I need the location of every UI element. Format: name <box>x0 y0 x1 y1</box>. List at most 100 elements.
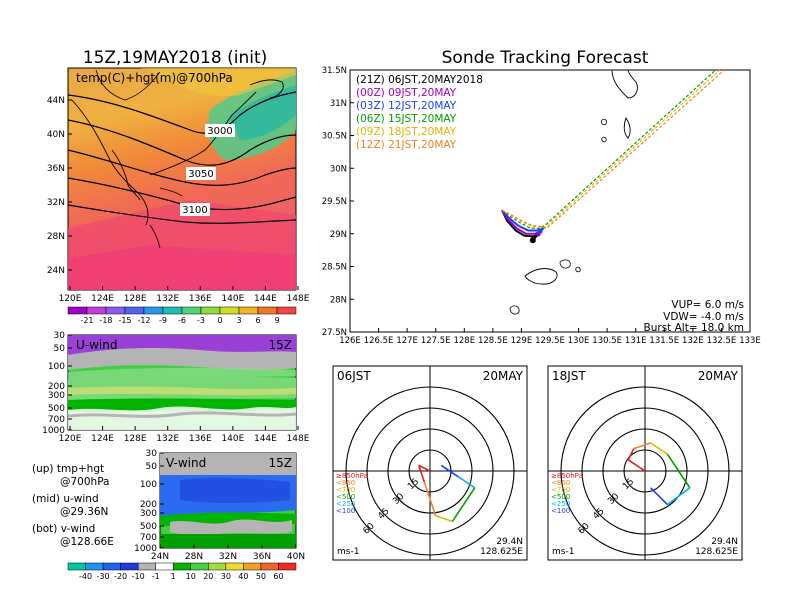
tracking-legend: (21Z) 06JST,20MAY2018 (00Z) 09JST,20MAY … <box>356 74 483 151</box>
x-tick-label: 136E <box>189 294 212 304</box>
x-tick-label: 128E <box>124 294 147 304</box>
note-line: @700hPa <box>60 476 110 488</box>
hodograph-segment <box>627 448 635 461</box>
colorbar-cell <box>67 306 88 315</box>
note-line: (up) tmp+hgt <box>32 463 104 475</box>
colorbar-cell <box>137 562 156 571</box>
polar-unit: ms-1 <box>337 547 359 557</box>
colorbar-label: -40 <box>79 572 92 581</box>
y-tick-label: 36N <box>47 164 65 174</box>
colorbar-cell <box>208 562 227 571</box>
colorbar-label: 3 <box>236 316 241 325</box>
temp-axis-ticks: 120E 124E 128E 132E 136E 140E 144E 148E 44N 40N 36… <box>47 96 310 304</box>
y-tick-label: 30N <box>330 164 347 174</box>
y-tick-label: 1000 <box>134 544 157 554</box>
y-tick-label: 31N <box>330 99 347 109</box>
x-tick-label: 136E <box>189 434 212 444</box>
x-tick-label: 132E <box>156 294 179 304</box>
note-line: (mid) u-wind <box>32 493 99 505</box>
x-tick-label: 128E <box>124 434 147 444</box>
colorbar-label: 60 <box>273 572 283 581</box>
x-tick-label: 131E <box>625 336 647 346</box>
colorbar-cell <box>85 562 104 571</box>
x-tick-label: 132.5E <box>707 336 737 346</box>
colorbar-cell <box>143 306 164 315</box>
launch-point <box>529 237 536 244</box>
x-tick-label: 28N <box>185 552 203 562</box>
y-tick-label: 29.5N <box>322 197 347 207</box>
x-tick-label: 24N <box>151 552 169 562</box>
y-tick-label: 30 <box>54 331 66 341</box>
colorbar-cell <box>238 306 259 315</box>
colorbar-cell <box>225 562 244 571</box>
x-tick-label: 132E <box>682 336 704 346</box>
hodograph-segment <box>650 487 668 506</box>
polar-lon: 128.625E <box>695 547 738 557</box>
track-endpoint <box>538 229 543 234</box>
colorbar-label: 50 <box>256 572 266 581</box>
x-tick-label: 120E <box>59 434 82 444</box>
y-tick-label: 30.5N <box>322 132 347 142</box>
x-tick-label: 148E <box>287 294 310 304</box>
level-legend: <250 <box>551 500 570 508</box>
y-tick-label: 300 <box>48 391 65 401</box>
y-tick-label: 28.5N <box>322 263 347 273</box>
tracking-map-panel <box>349 69 751 333</box>
x-tick-label: 148E <box>287 434 310 444</box>
colorbar-label: 20 <box>203 572 213 581</box>
polar-lat: 29.4N <box>711 537 738 547</box>
colorbar-cell <box>102 562 121 571</box>
left-title: 15Z,19MAY2018 (init) <box>83 48 268 68</box>
polar-time: 06JST <box>337 369 371 383</box>
colorbar-label: 6 <box>255 316 260 325</box>
hodograph-segment <box>451 504 465 522</box>
x-tick-label: 126.5E <box>364 336 394 346</box>
y-tick-label: 200 <box>140 500 157 510</box>
y-tick-label: 100 <box>48 362 65 372</box>
y-tick-label: 1000 <box>42 426 65 436</box>
x-tick-label: 140E <box>221 434 244 444</box>
x-tick-label: 124E <box>91 434 114 444</box>
tracking-params: VUP= 6.0 m/s VDW= -4.0 m/s Burst Alt= 18… <box>644 299 744 334</box>
colorbar-label: -20 <box>114 572 127 581</box>
note-line: @128.66E <box>60 536 114 548</box>
level-legend: <100 <box>551 507 570 515</box>
x-tick-label: 128.5E <box>478 336 508 346</box>
polar-lon: 128.625E <box>480 547 523 557</box>
y-tick-label: 30 <box>146 449 158 459</box>
colorbar-label: -10 <box>132 572 145 581</box>
colorbar-cell <box>181 306 202 315</box>
y-tick-label: 200 <box>48 382 65 392</box>
level-legend: <700 <box>336 486 355 494</box>
x-tick-label: 130.5E <box>592 336 622 346</box>
colorbar-label: 1 <box>171 572 176 581</box>
colorbar-label: 0 <box>217 316 222 325</box>
hodograph-segment <box>666 453 680 472</box>
u-wind-time: 15Z <box>269 338 293 352</box>
legend-entry-12z: (12Z) 21JST,20MAY <box>356 139 457 151</box>
param-vup: VUP= 6.0 m/s <box>671 299 744 311</box>
colorbar-cell <box>276 306 297 315</box>
wind-colorbar: -40 -30 -20 -10 -1 1 10 20 30 40 50 60 <box>67 562 297 581</box>
polar-unit: ms-1 <box>552 547 574 557</box>
level-legend: <700 <box>551 486 570 494</box>
polar-date: 20MAY <box>483 369 524 383</box>
colorbar-cell <box>257 306 278 315</box>
v-wind-panel: V-wind 15Z <box>159 452 297 549</box>
track-series-4 <box>501 69 721 228</box>
colorbar-cell <box>278 562 297 571</box>
hodograph-segment <box>440 464 459 478</box>
y-tick-label: 28N <box>47 232 65 242</box>
hodograph-segment <box>633 442 651 450</box>
y-tick-label: 300 <box>140 509 157 519</box>
x-tick-label: 130E <box>568 336 590 346</box>
hodograph-segment <box>677 470 691 489</box>
x-tick-label: 32N <box>219 552 237 562</box>
y-tick-label: 27.5N <box>322 328 347 338</box>
colorbar-cell <box>200 306 221 315</box>
colorbar-label: -30 <box>97 572 110 581</box>
colorbar-label: 30 <box>221 572 231 581</box>
x-tick-label: 129E <box>511 336 533 346</box>
contour-label-3100: 3100 <box>182 205 207 216</box>
